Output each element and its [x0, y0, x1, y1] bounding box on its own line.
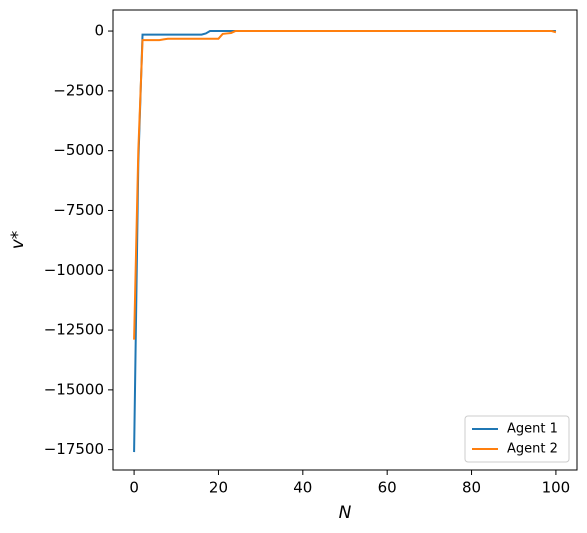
x-tick-label: 0 — [129, 479, 139, 497]
x-tick-label: 80 — [462, 479, 481, 497]
x-tick-label: 60 — [378, 479, 397, 497]
x-tick-label: 100 — [542, 479, 571, 497]
plot-frame — [112, 9, 578, 471]
line — [133, 30, 556, 453]
y-tick-label: −2500 — [53, 81, 104, 99]
x-axis-label: N — [339, 503, 352, 523]
y-tick-label: 0 — [94, 22, 104, 40]
legend-label: Agent 2 — [507, 442, 558, 457]
y-tick-label: −12500 — [44, 321, 104, 339]
legend-label: Agent 1 — [507, 422, 558, 437]
y-tick-label: −15000 — [44, 380, 104, 398]
line — [133, 30, 557, 340]
legend-box — [464, 415, 570, 463]
y-axis-label: v* — [8, 231, 28, 250]
y-tick-label: −5000 — [53, 141, 104, 159]
y-tick-label: −17500 — [44, 440, 104, 458]
y-tick-label: −7500 — [53, 201, 104, 219]
x-tick-label: 20 — [209, 479, 228, 497]
x-tick-label: 40 — [293, 479, 312, 497]
y-tick-label: −10000 — [44, 261, 104, 279]
